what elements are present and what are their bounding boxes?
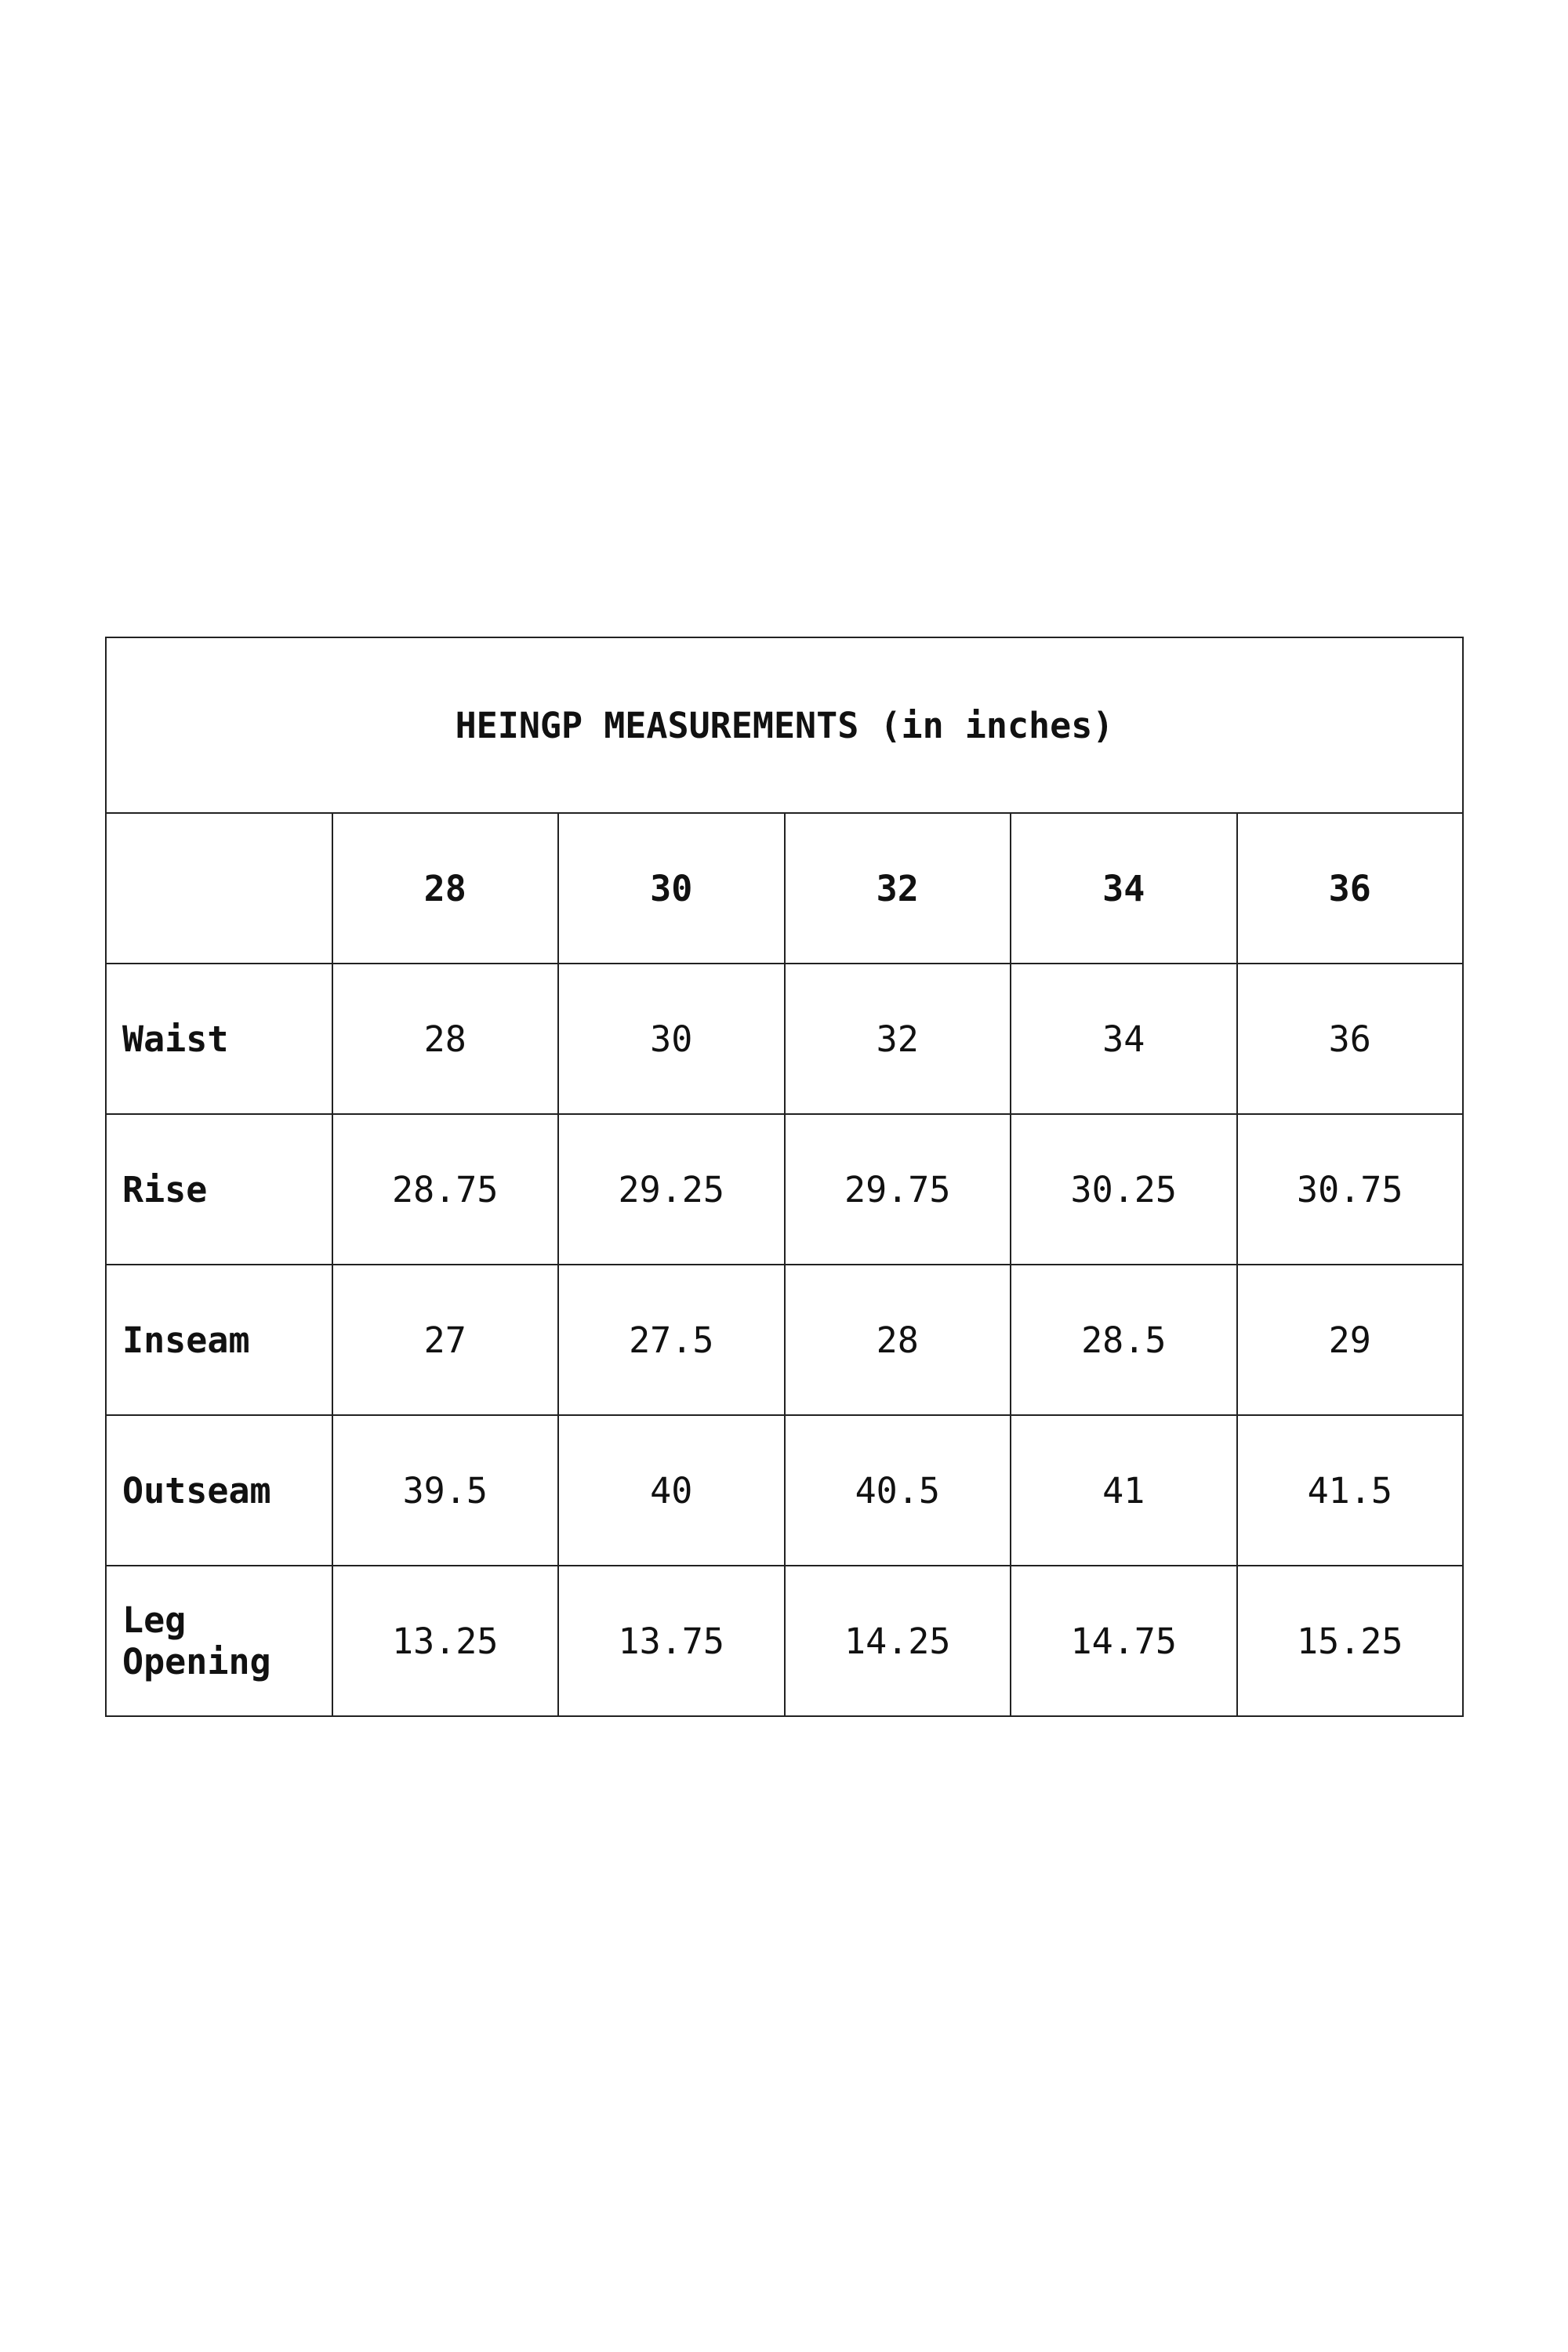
measurement-cell: 32 [783, 963, 1011, 1115]
measurement-cell: 39.5 [331, 1414, 559, 1566]
measurement-cell: 29.25 [557, 1113, 786, 1265]
measurement-cell: 29.75 [783, 1113, 1011, 1265]
measurement-cell: 40.5 [783, 1414, 1011, 1566]
measurement-cell: 30.25 [1010, 1113, 1238, 1265]
size-header: 30 [557, 812, 786, 964]
measurements-table: HEINGP MEASUREMENTS (in inches) 28 30 32… [105, 637, 1464, 1717]
measurement-cell: 15.25 [1236, 1565, 1464, 1717]
row-label: Rise [105, 1113, 333, 1265]
measurement-cell: 28.75 [331, 1113, 559, 1265]
table-row: Outseam 39.5 40 40.5 41 41.5 [105, 1414, 1464, 1566]
row-label: Inseam [105, 1264, 333, 1416]
row-label: Leg Opening [105, 1565, 333, 1717]
measurement-cell: 14.75 [1010, 1565, 1238, 1717]
measurement-cell: 27 [331, 1264, 559, 1416]
measurement-cell: 30.75 [1236, 1113, 1464, 1265]
corner-cell [105, 812, 333, 964]
measurement-cell: 28 [783, 1264, 1011, 1416]
measurement-cell: 28.5 [1010, 1264, 1238, 1416]
measurement-cell: 13.75 [557, 1565, 786, 1717]
measurement-cell: 36 [1236, 963, 1464, 1115]
measurement-cell: 41.5 [1236, 1414, 1464, 1566]
measurement-cell: 13.25 [331, 1565, 559, 1717]
table-row: Inseam 27 27.5 28 28.5 29 [105, 1264, 1464, 1416]
measurement-cell: 34 [1010, 963, 1238, 1115]
table-title: HEINGP MEASUREMENTS (in inches) [105, 637, 1464, 814]
row-label: Outseam [105, 1414, 333, 1566]
measurement-cell: 41 [1010, 1414, 1238, 1566]
row-label: Waist [105, 963, 333, 1115]
header-row: 28 30 32 34 36 [105, 812, 1464, 964]
measurement-cell: 40 [557, 1414, 786, 1566]
table-row: Rise 28.75 29.25 29.75 30.25 30.75 [105, 1113, 1464, 1265]
table-row: Waist 28 30 32 34 36 [105, 963, 1464, 1115]
measurement-cell: 30 [557, 963, 786, 1115]
measurement-cell: 14.25 [783, 1565, 1011, 1717]
size-header: 28 [331, 812, 559, 964]
size-header: 34 [1010, 812, 1238, 964]
size-header: 36 [1236, 812, 1464, 964]
table-row: Leg Opening 13.25 13.75 14.25 14.75 15.25 [105, 1565, 1464, 1717]
measurement-cell: 28 [331, 963, 559, 1115]
measurement-cell: 29 [1236, 1264, 1464, 1416]
size-header: 32 [783, 812, 1011, 964]
measurement-cell: 27.5 [557, 1264, 786, 1416]
